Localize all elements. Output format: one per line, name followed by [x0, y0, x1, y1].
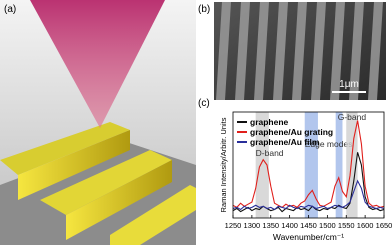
sem-stripe [216, 2, 231, 100]
band-label: D-band [256, 148, 284, 158]
shaded-band [304, 112, 318, 218]
sem-stripe [273, 2, 288, 100]
sem-stripes [216, 2, 383, 100]
panel-label: (a) [4, 4, 16, 15]
x-tick-label: 1600 [357, 221, 374, 230]
sem-stripe [311, 2, 326, 100]
sem-stripe [292, 2, 307, 100]
band-label: Edge modes [305, 139, 353, 149]
panel-label: (b) [198, 4, 210, 15]
legend-label: graphene [250, 117, 289, 127]
shaded-band [335, 112, 343, 218]
panel-b: (b) 1μm [198, 2, 386, 100]
laser-cone [30, 0, 165, 128]
shaded-band [255, 112, 269, 218]
x-tick-label: 1650 [376, 221, 392, 230]
panel-a: (a) [0, 0, 196, 245]
x-axis-label: Wavenumber/cm⁻¹ [273, 232, 344, 242]
x-tick-label: 1350 [262, 221, 279, 230]
x-tick-label: 1500 [319, 221, 336, 230]
band-label: G-band [338, 112, 367, 122]
legend-label: graphene/Au film [250, 137, 320, 147]
x-tick-label: 1550 [338, 221, 355, 230]
spectrum-line [232, 179, 385, 211]
x-tick-label: 1400 [281, 221, 298, 230]
sem-stripe [235, 2, 250, 100]
shaded-band [346, 112, 358, 218]
gold-bar [110, 185, 196, 245]
sem-stripe [330, 2, 345, 100]
gold-bar [0, 122, 130, 175]
sem-stripe [349, 2, 364, 100]
gold-bar [40, 150, 172, 215]
sem-stripe [254, 2, 269, 100]
panel-label: (c) [198, 98, 210, 109]
spectrum-line [232, 120, 385, 209]
x-tick-label: 1250 [225, 221, 242, 230]
gold-bar-side [18, 130, 130, 200]
scale-bar-label: 1μm [339, 79, 359, 90]
y-axis-label: Raman Intensity/Arbitr. Units [219, 117, 228, 212]
legend-label: graphene/Au grating [250, 127, 333, 137]
spectrum-line [232, 152, 385, 213]
x-tick-label: 1450 [300, 221, 317, 230]
x-tick-label: 1300 [244, 221, 261, 230]
sem-stripe [368, 2, 383, 100]
gold-bar-side [66, 160, 172, 240]
